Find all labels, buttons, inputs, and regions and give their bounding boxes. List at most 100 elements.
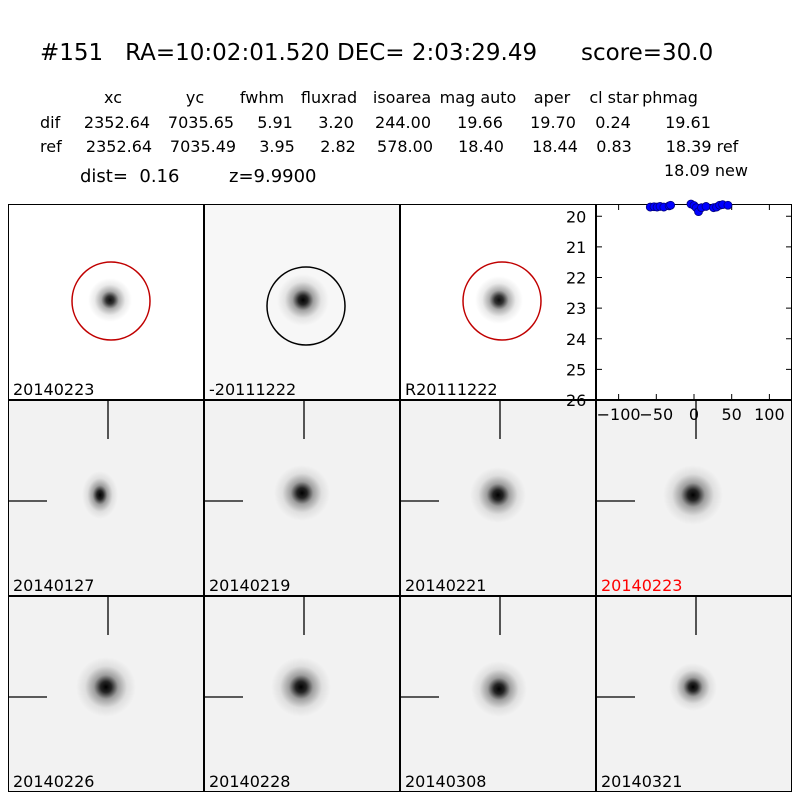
x-tick-label: 100 bbox=[754, 405, 785, 424]
column-header: fwhm bbox=[239, 88, 285, 107]
data-point bbox=[701, 202, 711, 211]
x-tick-label: 50 bbox=[722, 405, 742, 424]
data-point bbox=[723, 200, 733, 210]
table-cell: 2352.64 bbox=[85, 137, 153, 156]
column-header: isoarea bbox=[372, 88, 432, 107]
stamp-panel: 20140226 bbox=[8, 596, 204, 792]
star-blob bbox=[669, 663, 717, 711]
stamp-date-label: 20140221 bbox=[405, 576, 487, 595]
table-cell: 578.00 bbox=[377, 137, 433, 156]
y-tick-label: 26 bbox=[566, 391, 586, 410]
table-cell: 0.83 bbox=[596, 137, 632, 156]
y-tick-label: 20 bbox=[566, 207, 586, 226]
star-stamp-image bbox=[597, 401, 791, 595]
star-stamp-image bbox=[9, 401, 203, 595]
table-cell: 5.91 bbox=[257, 113, 293, 132]
star-stamp-image bbox=[597, 597, 791, 791]
image-panel-2: -20111222 bbox=[204, 204, 400, 400]
star-stamp-image bbox=[401, 597, 595, 791]
y-tick-label: 21 bbox=[566, 238, 586, 257]
stamp-panel: 20140223 bbox=[596, 400, 792, 596]
star-blob bbox=[76, 657, 136, 717]
table-cell: 2.82 bbox=[320, 137, 356, 156]
column-header: aper bbox=[533, 88, 571, 107]
lightcurve-svg: 20 21 22 23 24 25 26 −100−50 0 50 100 bbox=[566, 199, 792, 424]
phmag-new-value: 18.09 new bbox=[664, 161, 748, 180]
column-header: cl star bbox=[589, 88, 639, 107]
column-header: fluxrad bbox=[300, 88, 358, 107]
table-cell: 19.66 bbox=[457, 113, 503, 132]
aperture-circle bbox=[71, 261, 151, 341]
stats-table: xc yc fwhm fluxrad isoarea mag auto aper cl sta… bbox=[0, 88, 800, 188]
image-panel-1: 20140223 bbox=[8, 204, 204, 400]
image-panel-3: R20111222 bbox=[400, 204, 596, 400]
stamp-date-label: 20140219 bbox=[209, 576, 291, 595]
column-header: xc bbox=[104, 88, 122, 107]
y-tick-label: 22 bbox=[566, 269, 586, 288]
redshift-value: z=9.9900 bbox=[229, 166, 317, 187]
star-blob bbox=[274, 465, 330, 521]
stamp-date-label: 20140223 bbox=[13, 380, 95, 399]
table-cell: 3.20 bbox=[318, 113, 354, 132]
candidate-title: #151 RA=10:02:01.520 DEC= 2:03:29.49 sco… bbox=[40, 40, 714, 66]
star-blob bbox=[271, 657, 331, 717]
star-stamp-image bbox=[401, 401, 595, 595]
column-header: mag auto bbox=[439, 88, 517, 107]
stamp-panel: 20140228 bbox=[204, 596, 400, 792]
y-tick-label: 23 bbox=[566, 299, 586, 318]
table-cell: 0.24 bbox=[595, 113, 631, 132]
data-point bbox=[666, 200, 676, 210]
star-blob bbox=[470, 467, 526, 523]
table-cell: 244.00 bbox=[375, 113, 431, 132]
stamp-date-label: 20140308 bbox=[405, 772, 487, 791]
stamp-date-label: 20140127 bbox=[13, 576, 95, 595]
x-tick-label: −100 bbox=[597, 405, 641, 424]
stamp-panel: 20140127 bbox=[8, 400, 204, 596]
y-tick-label: 24 bbox=[566, 330, 586, 349]
stamp-date-label: 20140321 bbox=[601, 772, 683, 791]
star-blob bbox=[88, 278, 132, 322]
table-cell: 19.61 bbox=[665, 113, 711, 132]
table-cell: 2352.64 bbox=[83, 113, 151, 132]
star-stamp-image bbox=[9, 597, 203, 791]
table-cell: 19.70 bbox=[530, 113, 576, 132]
table-cell: 7035.65 bbox=[167, 113, 235, 132]
table-cell: 18.39 ref bbox=[665, 137, 739, 156]
stamp-panel: 20140221 bbox=[400, 400, 596, 596]
table-cell: 18.44 bbox=[532, 137, 578, 156]
x-tick-label: 0 bbox=[689, 405, 699, 424]
row-label: dif bbox=[40, 113, 61, 132]
star-blob bbox=[277, 274, 329, 326]
stamp-date-label: R20111222 bbox=[405, 380, 498, 399]
lightcurve-plot: 20 21 22 23 24 25 26 −100 −50 0 50 100 bbox=[566, 199, 792, 424]
column-header: phmag bbox=[642, 88, 698, 107]
star-stamp-image bbox=[205, 205, 399, 399]
table-cell: 3.95 bbox=[259, 137, 295, 156]
aperture-circle bbox=[462, 261, 542, 341]
star-stamp-image bbox=[205, 401, 399, 595]
table-cell: 18.40 bbox=[458, 137, 504, 156]
plot-frame bbox=[596, 204, 792, 400]
table-row-ref: ref 2352.64 7035.49 3.95 2.82 578.00 18.40 18.4… bbox=[0, 137, 800, 157]
stamp-panel: 20140219 bbox=[204, 400, 400, 596]
row-label: ref bbox=[40, 137, 62, 156]
star-stamp-image bbox=[401, 205, 595, 399]
table-header-row: xc yc fwhm fluxrad isoarea mag auto aper cl sta… bbox=[0, 88, 800, 108]
star-blob bbox=[663, 465, 723, 525]
star-blob bbox=[82, 471, 118, 519]
stamp-date-label: -20111222 bbox=[209, 380, 297, 399]
stamp-date-label: 20140223 bbox=[601, 576, 683, 595]
star-stamp-image bbox=[205, 597, 399, 791]
star-stamp-image bbox=[9, 205, 203, 399]
table-cell: 7035.49 bbox=[169, 137, 237, 156]
stamp-panel: 20140308 bbox=[400, 596, 596, 792]
table-row-dif: dif 2352.64 7035.65 5.91 3.20 244.00 19.66 19.7… bbox=[0, 113, 800, 133]
x-tick-label: −50 bbox=[639, 405, 673, 424]
stamp-panel: 20140321 bbox=[596, 596, 792, 792]
aperture-circle bbox=[266, 266, 346, 346]
column-header: yc bbox=[185, 88, 205, 107]
stamp-date-label: 20140228 bbox=[209, 772, 291, 791]
stamp-date-label: 20140226 bbox=[13, 772, 95, 791]
dist-value: dist= 0.16 bbox=[80, 166, 180, 187]
star-blob bbox=[475, 276, 523, 324]
